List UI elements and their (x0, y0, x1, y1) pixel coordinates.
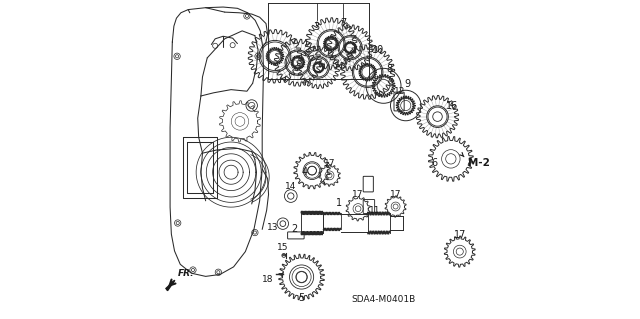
Text: 10: 10 (372, 45, 385, 55)
Text: 11: 11 (369, 205, 381, 215)
Text: M-2: M-2 (468, 158, 490, 168)
Text: 5: 5 (298, 293, 305, 303)
Text: 12: 12 (394, 87, 405, 96)
Text: 17: 17 (324, 160, 335, 168)
Text: 8: 8 (387, 64, 393, 74)
Text: FR.: FR. (178, 269, 195, 278)
Text: 16: 16 (447, 100, 459, 110)
Text: 3: 3 (314, 22, 320, 32)
Text: 14: 14 (285, 182, 296, 191)
Text: 2: 2 (291, 224, 297, 234)
Text: 15: 15 (276, 243, 288, 252)
Polygon shape (166, 280, 175, 291)
Text: 6: 6 (431, 158, 438, 168)
Text: SDA4-M0401B: SDA4-M0401B (351, 295, 415, 304)
Text: 7: 7 (340, 18, 346, 28)
Text: 17: 17 (390, 190, 401, 199)
Text: 17: 17 (353, 190, 364, 199)
Text: 13: 13 (267, 223, 278, 232)
Text: 4: 4 (302, 167, 308, 177)
Text: 18: 18 (262, 275, 274, 284)
Text: 17: 17 (454, 230, 466, 240)
Text: 9: 9 (404, 79, 410, 89)
Text: 1: 1 (336, 198, 342, 208)
